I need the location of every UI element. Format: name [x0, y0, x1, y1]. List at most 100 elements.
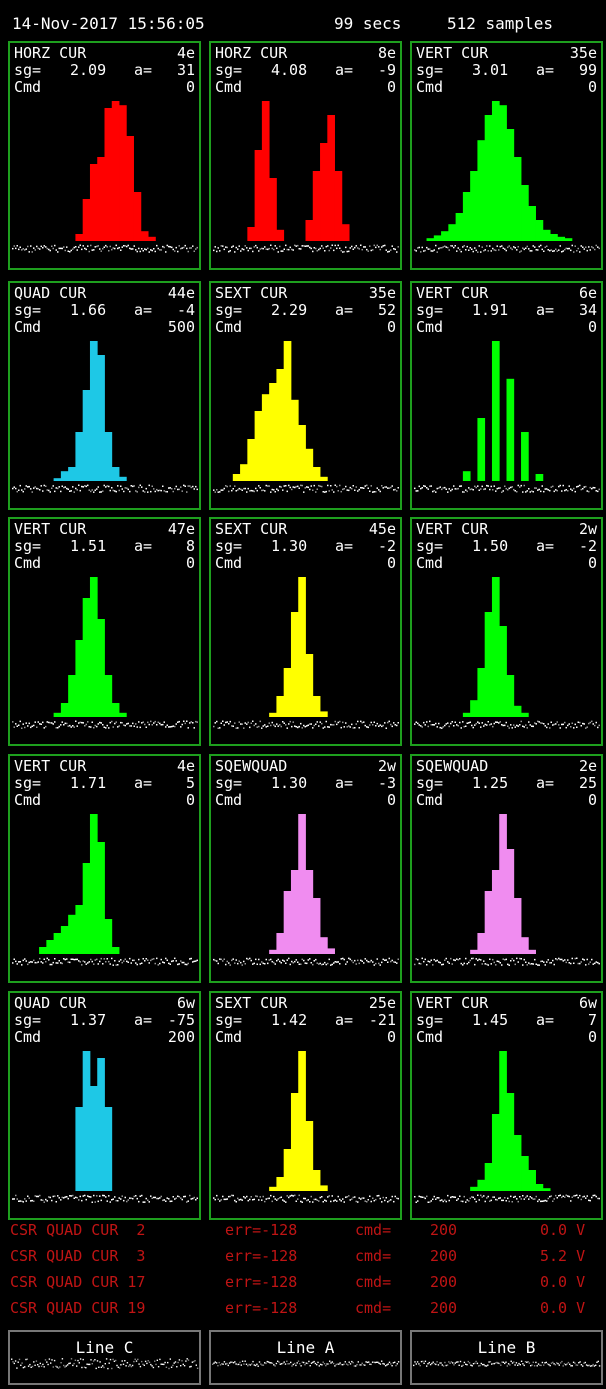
cmd-label: Cmd: [215, 791, 243, 809]
histogram-panel[interactable]: SQEWQUAD 2w sg= 1.30 a= -3 Cmd 0: [209, 754, 402, 983]
histogram-bar: [312, 171, 321, 241]
average-label: a=: [335, 61, 354, 79]
histogram-bar: [305, 448, 314, 481]
cmd-value: 0: [386, 791, 396, 809]
panel-location: 2w: [578, 520, 597, 538]
panel-location: 47e: [167, 520, 195, 538]
histogram-bar: [327, 115, 335, 241]
histogram-bar: [506, 129, 515, 241]
average-label: a=: [536, 61, 555, 79]
panel-name: VERT CUR: [416, 284, 489, 302]
status-cmd-label: cmd=: [355, 1247, 392, 1265]
histogram-bar: [484, 1163, 493, 1191]
histogram-panel[interactable]: SEXT CUR 25e sg= 1.42 a= -21 Cmd 0: [209, 991, 402, 1220]
sigma-value: 4.08: [271, 61, 308, 79]
histogram-bar: [477, 668, 486, 717]
status-cmd-value: 200: [430, 1247, 458, 1265]
histogram-panel[interactable]: QUAD CUR 44e sg= 1.66 a= -4 Cmd 500: [8, 281, 201, 510]
cmd-label: Cmd: [416, 1028, 444, 1046]
histogram-bar: [462, 712, 471, 717]
histogram-panel[interactable]: SEXT CUR 45e sg= 1.30 a= -2 Cmd 0: [209, 517, 402, 746]
sigma-label: sg=: [416, 774, 444, 792]
histogram-bar: [441, 231, 449, 241]
panel-name: SQEWQUAD: [416, 757, 489, 775]
histogram-chart: [213, 814, 399, 966]
histogram-bar: [75, 905, 84, 954]
histogram-panel[interactable]: VERT CUR 4e sg= 1.71 a= 5 Cmd 0: [8, 754, 201, 983]
cmd-value: 0: [185, 78, 195, 96]
status-voltage: 0.0 V: [540, 1299, 586, 1317]
histogram-bar: [521, 937, 529, 954]
line-monitor[interactable]: Line B: [410, 1330, 603, 1385]
cmd-value: 0: [386, 78, 396, 96]
histogram-bar: [104, 1107, 113, 1191]
duration: 99 secs: [334, 14, 402, 33]
average-value: -2: [578, 537, 597, 555]
average-label: a=: [536, 301, 555, 319]
cmd-label: Cmd: [215, 78, 243, 96]
histogram-bar: [133, 192, 142, 241]
histogram-panel[interactable]: HORZ CUR 4e sg= 2.09 a= 31 Cmd 0: [8, 41, 201, 270]
histogram-panel[interactable]: VERT CUR 2w sg= 1.50 a= -2 Cmd 0: [410, 517, 603, 746]
panel-name: QUAD CUR: [14, 994, 87, 1012]
histogram-bar: [513, 157, 522, 241]
histogram-bar: [39, 947, 47, 954]
sigma-value: 3.01: [472, 61, 509, 79]
histogram-bar: [484, 891, 493, 954]
sigma-value: 1.51: [70, 537, 107, 555]
histogram-bar: [334, 171, 343, 241]
histogram-bar: [89, 341, 98, 481]
average-label: a=: [134, 61, 153, 79]
histogram-bar: [564, 238, 573, 241]
histogram-bar: [305, 870, 314, 954]
noise-trace: [12, 484, 198, 493]
histogram-bar: [276, 369, 285, 481]
average-value: -9: [377, 61, 396, 79]
histogram-bar: [82, 199, 91, 241]
histogram-bar: [68, 914, 76, 954]
panel-location: 6e: [578, 284, 597, 302]
status-cmd-label: cmd=: [355, 1273, 392, 1291]
histogram-chart: [12, 101, 198, 253]
histogram-bar: [455, 213, 464, 241]
histogram-bar: [484, 612, 493, 717]
status-row: CSR QUAD CUR 3 err=-128 cmd= 200 5.2 V: [0, 1245, 606, 1267]
panel-location: 44e: [167, 284, 195, 302]
histogram-bar: [320, 711, 328, 717]
histogram-panel[interactable]: VERT CUR 6e sg= 1.91 a= 34 Cmd 0: [410, 281, 603, 510]
average-value: 25: [578, 774, 597, 792]
histogram-panel[interactable]: SQEWQUAD 2e sg= 1.25 a= 25 Cmd 0: [410, 754, 603, 983]
histogram-bar: [283, 668, 292, 717]
histogram-chart: [414, 1051, 600, 1203]
cmd-value: 200: [167, 1028, 195, 1046]
histogram-chart: [213, 1051, 399, 1203]
histogram-bar: [521, 432, 529, 481]
histogram-bar: [470, 700, 478, 717]
histogram-bar: [283, 341, 292, 481]
histogram-panel[interactable]: VERT CUR 35e sg= 3.01 a= 99 Cmd 0: [410, 41, 603, 270]
panel-location: 25e: [368, 994, 396, 1012]
histogram-panel[interactable]: HORZ CUR 8e sg= 4.08 a= -9 Cmd 0: [209, 41, 402, 270]
histogram-bar: [513, 898, 522, 954]
line-monitor[interactable]: Line A: [209, 1330, 402, 1385]
histogram-panel[interactable]: VERT CUR 47e sg= 1.51 a= 8 Cmd 0: [8, 517, 201, 746]
average-label: a=: [134, 1011, 153, 1029]
histogram-panel[interactable]: SEXT CUR 35e sg= 2.29 a= 52 Cmd 0: [209, 281, 402, 510]
noise-trace: [213, 1194, 399, 1203]
histogram-bar: [557, 236, 566, 241]
average-value: 99: [578, 61, 597, 79]
histogram-bar: [341, 224, 350, 241]
panel-name: SEXT CUR: [215, 520, 288, 538]
histogram-panel[interactable]: QUAD CUR 6w sg= 1.37 a= -75 Cmd 200: [8, 991, 201, 1220]
histogram-bar: [448, 224, 457, 241]
histogram-bar: [269, 949, 277, 954]
line-monitor[interactable]: Line C: [8, 1330, 201, 1385]
histogram-bar: [119, 476, 127, 481]
histogram-bar: [53, 478, 62, 481]
histogram-bar: [89, 814, 98, 954]
status-error: err=-128: [225, 1299, 298, 1317]
average-value: 5: [185, 774, 195, 792]
histogram-bar: [305, 1121, 314, 1191]
histogram-panel[interactable]: VERT CUR 6w sg= 1.45 a= 7 Cmd 0: [410, 991, 603, 1220]
histogram-bar: [506, 849, 515, 954]
